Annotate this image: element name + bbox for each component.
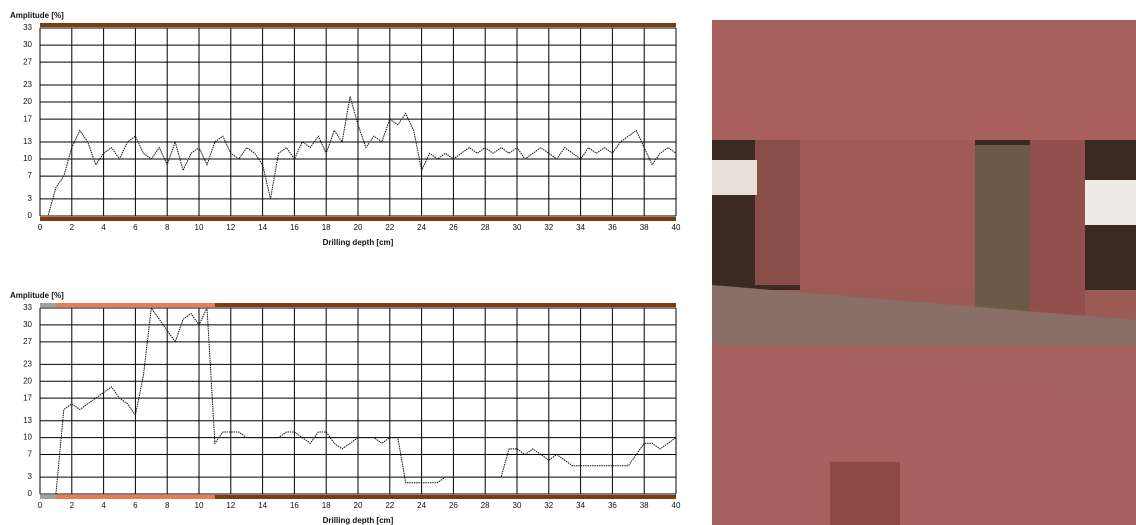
y-tick-label: 23 <box>23 359 32 368</box>
x-tick-label: 28 <box>481 223 490 232</box>
x-tick-label: 40 <box>672 223 681 232</box>
x-tick-label: 40 <box>672 501 681 510</box>
depth-band <box>40 217 676 221</box>
depth-band <box>55 303 215 307</box>
y-tick-label: 17 <box>23 393 32 402</box>
x-tick-label: 36 <box>608 501 617 510</box>
y-tick-label: 10 <box>23 433 32 442</box>
x-tick-label: 22 <box>385 223 394 232</box>
depth-band <box>40 495 56 499</box>
x-tick-label: 34 <box>576 223 585 232</box>
x-tick-label: 2 <box>70 501 75 510</box>
x-tick-label: 4 <box>101 223 106 232</box>
x-tick-label: 30 <box>513 223 522 232</box>
x-tick-label: 38 <box>640 223 649 232</box>
y-tick-label: 3 <box>28 194 33 203</box>
y-tick-label: 33 <box>23 23 32 32</box>
y-tick-label: 30 <box>23 40 32 49</box>
y-tick-label: 20 <box>23 376 32 385</box>
depth-band <box>214 495 676 499</box>
photo <box>712 20 1136 525</box>
x-tick-label: 20 <box>354 223 363 232</box>
x-tick-label: 18 <box>322 223 331 232</box>
x-tick-label: 28 <box>481 501 490 510</box>
y-tick-label: 10 <box>23 154 32 163</box>
x-tick-label: 6 <box>133 223 138 232</box>
y-axis-label: Amplitude [%] <box>10 291 64 300</box>
x-tick-label: 8 <box>165 501 170 510</box>
x-tick-label: 24 <box>417 223 426 232</box>
y-tick-label: 13 <box>23 416 32 425</box>
x-tick-label: 10 <box>195 501 204 510</box>
y-tick-label: 27 <box>23 57 32 66</box>
depth-band <box>40 23 676 27</box>
x-tick-label: 14 <box>258 501 267 510</box>
x-tick-label: 24 <box>417 501 426 510</box>
x-tick-label: 34 <box>576 501 585 510</box>
data-line <box>40 96 677 217</box>
x-tick-label: 10 <box>195 223 204 232</box>
depth-band <box>40 303 56 307</box>
x-tick-label: 2 <box>70 223 75 232</box>
x-axis-label: Drilling depth [cm] <box>323 516 394 525</box>
x-tick-label: 32 <box>544 223 553 232</box>
y-tick-label: 7 <box>28 171 33 180</box>
y-axis-label: Amplitude [%] <box>10 11 64 20</box>
x-tick-label: 36 <box>608 223 617 232</box>
x-tick-label: 30 <box>513 501 522 510</box>
x-tick-label: 26 <box>449 501 458 510</box>
y-tick-label: 7 <box>28 450 33 459</box>
x-tick-label: 22 <box>385 501 394 510</box>
x-tick-label: 14 <box>258 223 267 232</box>
x-tick-label: 12 <box>226 223 235 232</box>
y-tick-label: 30 <box>23 320 32 329</box>
y-tick-label: 17 <box>23 114 32 123</box>
y-tick-label: 20 <box>23 97 32 106</box>
x-tick-label: 18 <box>322 501 331 510</box>
y-tick-label: 0 <box>28 211 33 220</box>
x-tick-label: 16 <box>290 501 299 510</box>
x-tick-label: 4 <box>101 501 106 510</box>
x-tick-label: 8 <box>165 223 170 232</box>
x-tick-label: 0 <box>38 501 43 510</box>
x-axis-label: Drilling depth [cm] <box>323 238 394 247</box>
x-tick-label: 16 <box>290 223 299 232</box>
data-line <box>40 306 677 495</box>
y-tick-label: 0 <box>28 489 33 498</box>
x-tick-label: 6 <box>133 501 138 510</box>
y-tick-label: 23 <box>23 80 32 89</box>
y-tick-label: 27 <box>23 337 32 346</box>
x-tick-label: 12 <box>226 501 235 510</box>
x-tick-label: 38 <box>640 501 649 510</box>
y-tick-label: 13 <box>23 137 32 146</box>
y-tick-label: 33 <box>23 303 32 312</box>
x-tick-label: 26 <box>449 223 458 232</box>
depth-band <box>55 495 215 499</box>
y-tick-label: 3 <box>28 472 33 481</box>
x-tick-label: 20 <box>354 501 363 510</box>
depth-band <box>214 303 676 307</box>
x-tick-label: 0 <box>38 223 43 232</box>
x-tick-label: 32 <box>544 501 553 510</box>
